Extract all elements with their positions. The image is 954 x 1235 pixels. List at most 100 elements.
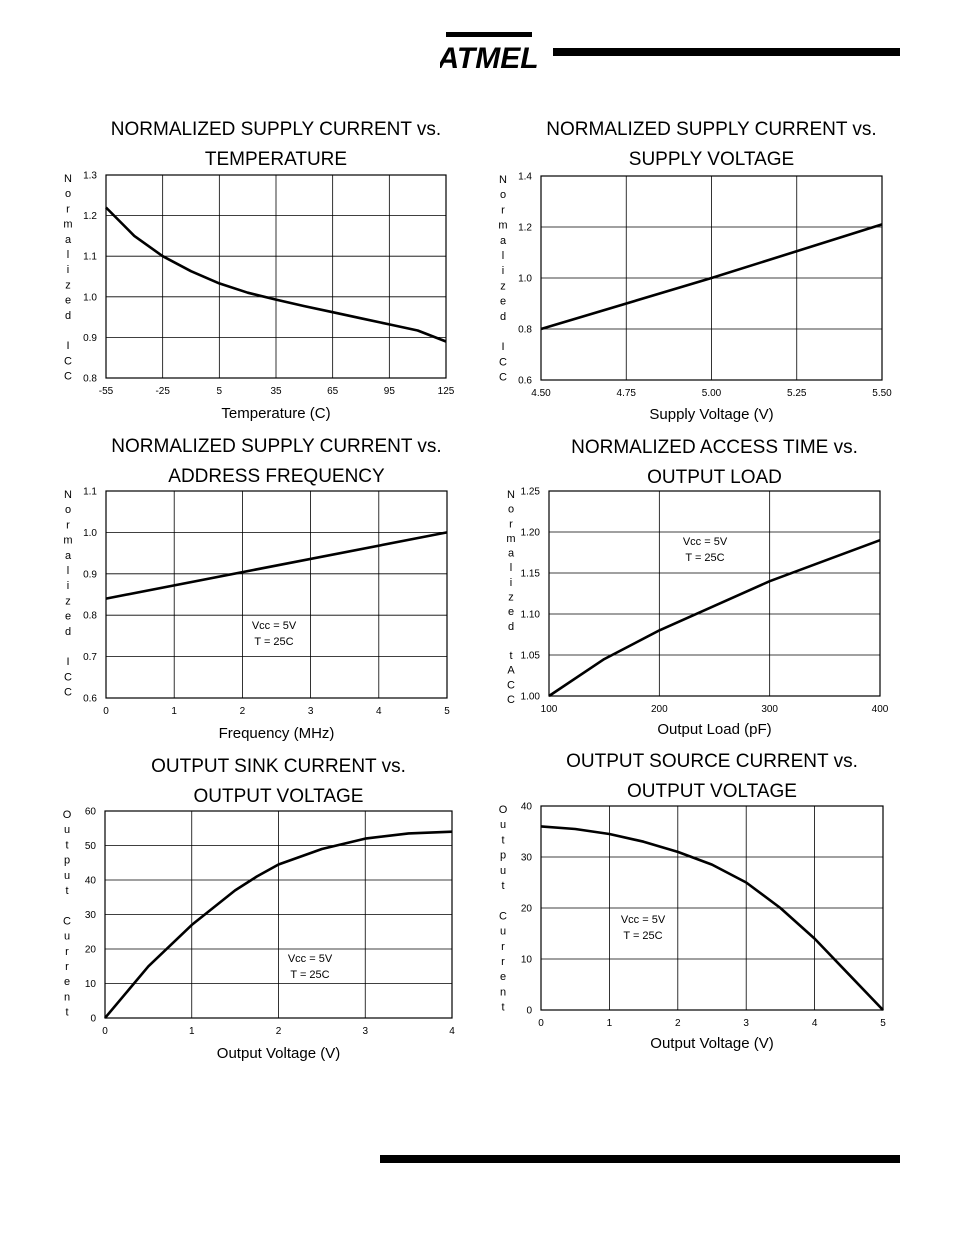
x-tick-label: 5 xyxy=(217,386,223,397)
y-tick-label: 40 xyxy=(521,802,533,813)
x-tick-label: 0 xyxy=(103,706,109,717)
chart-title-line: ADDRESS FREQUENCY xyxy=(168,466,385,487)
y-tick-label: 1.2 xyxy=(518,223,532,234)
x-tick-label: 1 xyxy=(607,1018,613,1029)
x-axis-label: Output Voltage (V) xyxy=(650,1035,773,1052)
data-series-line xyxy=(105,531,448,600)
x-tick-label: 35 xyxy=(270,386,282,397)
x-tick-label: 200 xyxy=(651,704,668,715)
data-series-line xyxy=(540,825,884,1011)
plot-frame xyxy=(548,490,881,697)
x-tick-label: 95 xyxy=(384,386,396,397)
x-tick-label: 100 xyxy=(541,704,558,715)
y-tick-label: 1.2 xyxy=(83,211,97,222)
x-tick-label: 4 xyxy=(376,706,382,717)
y-tick-label: 40 xyxy=(85,876,97,887)
y-tick-label: 0.9 xyxy=(83,569,97,580)
x-tick-label: 0 xyxy=(102,1026,108,1037)
chart-3: NORMALIZED SUPPLY CURRENT vs. ADDRESS FRE… xyxy=(63,436,450,742)
y-tick-label: 1.3 xyxy=(83,171,97,182)
plot-frame xyxy=(105,174,447,379)
chart-6: OUTPUT SOURCE CURRENT vs. OUTPUT VOLTAGE 0… xyxy=(499,751,887,1052)
x-axis-label: Supply Voltage (V) xyxy=(649,406,773,423)
data-series-line xyxy=(548,538,881,698)
x-axis-label: Temperature (C) xyxy=(221,405,330,422)
x-tick-label: 400 xyxy=(872,704,889,715)
chart-title-line: SUPPLY VOLTAGE xyxy=(629,149,794,170)
x-tick-label: 3 xyxy=(743,1018,749,1029)
chart-title-line: OUTPUT SOURCE CURRENT vs. xyxy=(566,751,858,772)
chart-annotation: T = 25C xyxy=(623,930,662,942)
chart-title-line: TEMPERATURE xyxy=(205,149,347,170)
y-tick-label: 30 xyxy=(85,910,97,921)
y-tick-label: 1.15 xyxy=(521,569,541,580)
y-tick-label: 20 xyxy=(85,945,97,956)
footer-rule xyxy=(380,1155,900,1163)
chart-title-line: NORMALIZED SUPPLY CURRENT vs. xyxy=(111,119,441,140)
y-tick-label: 0.8 xyxy=(83,611,97,622)
chart-title-line: NORMALIZED ACCESS TIME vs. xyxy=(571,437,858,458)
y-tick-label: 1.4 xyxy=(518,172,532,183)
x-axis-label: Output Load (pF) xyxy=(657,721,771,738)
chart-title-line: OUTPUT VOLTAGE xyxy=(194,786,364,807)
y-tick-label: 1.0 xyxy=(83,528,97,539)
y-tick-label: 1.20 xyxy=(521,528,541,539)
y-tick-label: 0.8 xyxy=(518,325,532,336)
x-tick-label: 1 xyxy=(189,1026,195,1037)
y-tick-label: 1.0 xyxy=(83,292,97,303)
y-tick-label: 1.1 xyxy=(83,252,97,263)
chart-annotation: Vcc = 5V xyxy=(288,953,333,965)
data-series-line xyxy=(540,223,883,331)
chart-annotation: Vcc = 5V xyxy=(252,620,297,632)
y-tick-label: 0.6 xyxy=(83,694,97,705)
x-tick-label: 0 xyxy=(538,1018,544,1029)
logo-text: ATMEL xyxy=(440,42,539,75)
x-tick-label: 2 xyxy=(240,706,246,717)
data-series-line xyxy=(105,206,447,343)
x-tick-label: -55 xyxy=(99,386,114,397)
chart-title-line: OUTPUT SINK CURRENT vs. xyxy=(151,756,406,777)
chart-annotation: T = 25C xyxy=(254,636,293,648)
chart-2: NORMALIZED SUPPLY CURRENT vs. SUPPLY VOLT… xyxy=(498,119,892,423)
x-tick-label: 65 xyxy=(327,386,339,397)
x-tick-label: 125 xyxy=(438,386,455,397)
x-axis-label: Frequency (MHz) xyxy=(219,725,335,742)
chart-annotation: T = 25C xyxy=(290,969,329,981)
plot-frame xyxy=(540,805,884,1011)
chart-title-line: OUTPUT LOAD xyxy=(647,467,782,488)
x-tick-label: 1 xyxy=(171,706,177,717)
y-tick-label: 30 xyxy=(521,853,533,864)
chart-annotation: Vcc = 5V xyxy=(683,536,728,548)
data-series-line xyxy=(104,830,453,1019)
y-tick-label: 1.10 xyxy=(521,610,541,621)
y-tick-label: 0 xyxy=(90,1014,96,1025)
y-tick-label: 0.6 xyxy=(518,376,532,387)
x-tick-label: 3 xyxy=(362,1026,368,1037)
x-tick-label: 5.25 xyxy=(787,388,807,399)
x-tick-label: 5.50 xyxy=(872,388,892,399)
chart-1: NORMALIZED SUPPLY CURRENT vs. TEMPERATURE… xyxy=(63,119,454,422)
y-tick-label: 10 xyxy=(521,955,533,966)
chart-annotation: T = 25C xyxy=(685,552,724,564)
x-tick-label: 300 xyxy=(761,704,778,715)
chart-annotation: Vcc = 5V xyxy=(621,914,666,926)
y-tick-label: 20 xyxy=(521,904,533,915)
x-tick-label: 2 xyxy=(276,1026,282,1037)
y-tick-label: 1.1 xyxy=(83,487,97,498)
x-tick-label: 4 xyxy=(812,1018,818,1029)
y-tick-label: 1.05 xyxy=(521,651,541,662)
y-tick-label: 0.9 xyxy=(83,333,97,344)
y-tick-label: 1.0 xyxy=(518,274,532,285)
x-tick-label: -25 xyxy=(155,386,170,397)
x-tick-label: 5 xyxy=(444,706,450,717)
plot-frame xyxy=(540,175,883,381)
chart-title-line: NORMALIZED SUPPLY CURRENT vs. xyxy=(546,119,876,140)
y-tick-label: 10 xyxy=(85,979,97,990)
